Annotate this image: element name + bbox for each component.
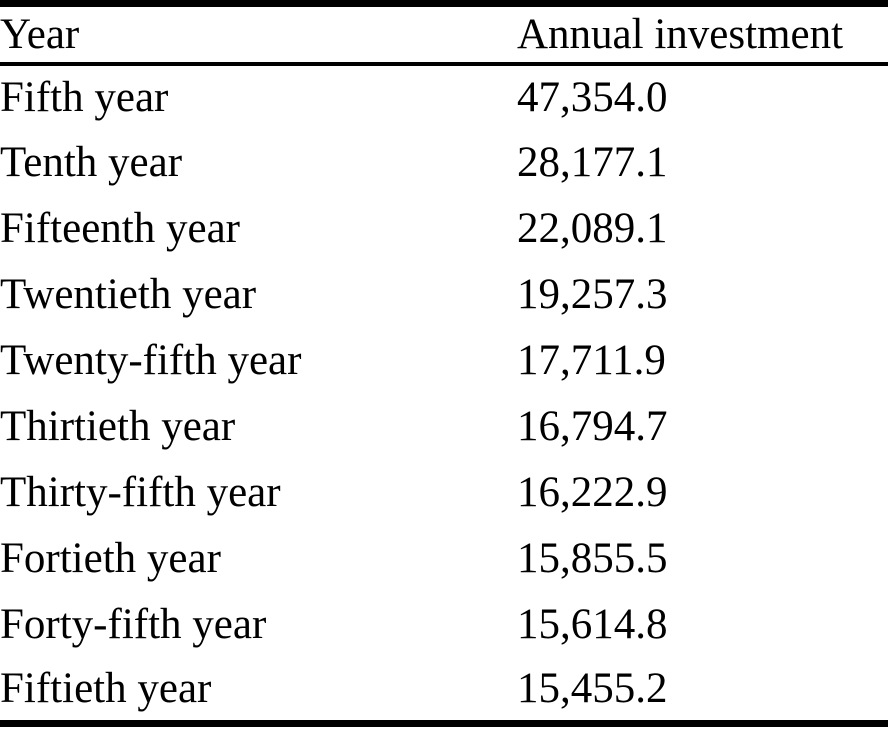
annual-investment-table: Year Annual investment Fifth year 47,354…: [0, 0, 888, 727]
table-header-row: Year Annual investment: [0, 3, 888, 66]
year-cell: Fortieth year: [0, 535, 221, 582]
year-cell: Fifth year: [0, 74, 169, 121]
table-row: Twentieth year 19,257.3: [0, 262, 888, 328]
year-cell: Fiftieth year: [0, 665, 212, 713]
year-cell: Fifteenth year: [0, 205, 240, 252]
year-cell: Twenty-fifth year: [0, 337, 302, 384]
column-header-annual-investment: Annual investment: [517, 3, 888, 66]
table-row: Thirty-fifth year 16,222.9: [0, 460, 888, 526]
investment-cell: 16,222.9: [517, 469, 668, 516]
table-row: Twenty-fifth year 17,711.9: [0, 328, 888, 394]
table-row: Fifteenth year 22,089.1: [0, 196, 888, 262]
table-row: Thirtieth year 16,794.7: [0, 394, 888, 460]
investment-cell: 28,177.1: [517, 139, 668, 186]
table-body: Fifth year 47,354.0 Tenth year 28,177.1 …: [0, 64, 888, 724]
investment-cell: 47,354.0: [517, 74, 668, 121]
investment-cell: 15,614.8: [517, 601, 668, 648]
table-row: Fortieth year 15,855.5: [0, 526, 888, 592]
column-header-year: Year: [0, 3, 517, 66]
investment-cell: 15,855.5: [517, 535, 668, 582]
investment-cell: 17,711.9: [517, 337, 666, 384]
table-row: Tenth year 28,177.1: [0, 130, 888, 196]
year-cell: Thirtieth year: [0, 403, 236, 450]
table-row: Forty-fifth year 15,614.8: [0, 592, 888, 658]
year-cell: Forty-fifth year: [0, 601, 267, 648]
table-header: Year Annual investment: [0, 3, 888, 66]
year-cell: Thirty-fifth year: [0, 469, 281, 516]
investment-cell: 22,089.1: [517, 205, 668, 252]
investment-cell: 15,455.2: [517, 665, 668, 713]
investment-cell: 16,794.7: [517, 403, 668, 450]
year-cell: Twentieth year: [0, 271, 257, 318]
investment-cell: 19,257.3: [517, 271, 668, 318]
table-row: Fiftieth year 15,455.2: [0, 658, 888, 724]
table-row: Fifth year 47,354.0: [0, 64, 888, 130]
year-cell: Tenth year: [0, 139, 183, 186]
